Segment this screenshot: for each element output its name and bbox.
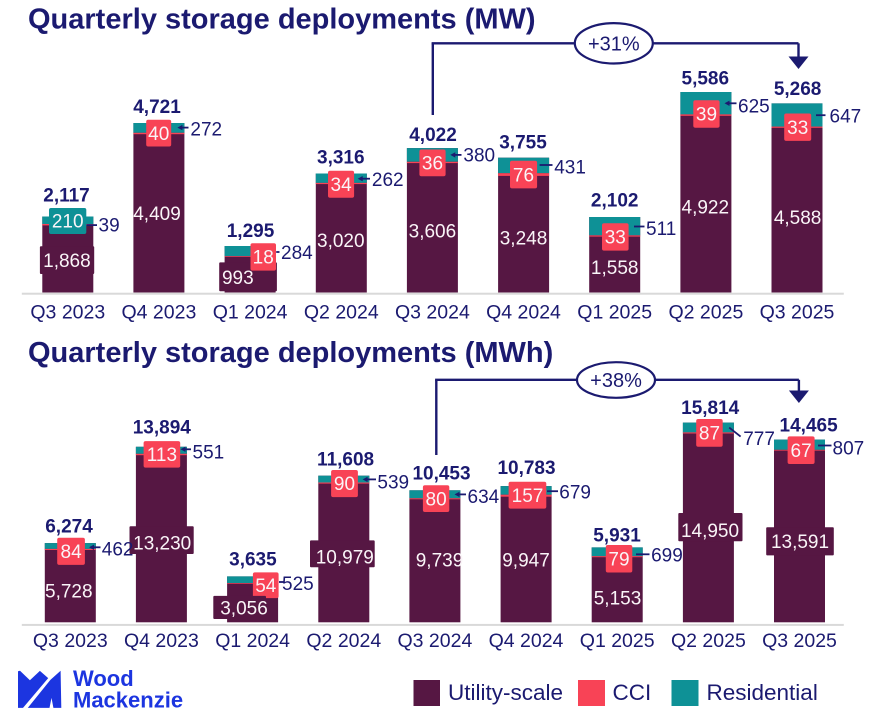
svg-text:2,117: 2,117: [43, 186, 90, 207]
svg-text:Q4 2024: Q4 2024: [486, 302, 561, 324]
svg-text:Q1 2025: Q1 2025: [580, 630, 655, 652]
svg-text:10,783: 10,783: [497, 458, 555, 479]
svg-text:3,635: 3,635: [229, 550, 277, 571]
svg-text:699: 699: [651, 546, 683, 567]
svg-text:551: 551: [193, 443, 225, 464]
svg-text:Q1 2024: Q1 2024: [215, 630, 290, 652]
svg-text:39: 39: [696, 105, 717, 126]
svg-text:525: 525: [282, 574, 314, 595]
svg-text:Quarterly storage deployments: Quarterly storage deployments (MWh): [28, 337, 553, 369]
svg-text:3,020: 3,020: [317, 231, 365, 252]
svg-text:210: 210: [52, 212, 84, 233]
svg-text:Q2 2025: Q2 2025: [671, 630, 746, 652]
svg-text:157: 157: [512, 486, 544, 507]
svg-text:6,274: 6,274: [45, 517, 93, 538]
svg-text:113: 113: [147, 445, 177, 466]
svg-text:Q1 2025: Q1 2025: [577, 302, 652, 324]
svg-text:87: 87: [699, 424, 720, 445]
svg-text:1,558: 1,558: [591, 258, 639, 279]
svg-text:40: 40: [148, 124, 169, 145]
svg-text:14,950: 14,950: [681, 521, 739, 542]
svg-text:Q4 2023: Q4 2023: [124, 630, 199, 652]
svg-text:Q3 2025: Q3 2025: [762, 630, 837, 652]
svg-text:807: 807: [833, 439, 865, 460]
svg-text:Wood: Wood: [73, 666, 134, 691]
svg-text:Q1 2024: Q1 2024: [213, 302, 288, 324]
svg-text:4,022: 4,022: [409, 125, 457, 146]
svg-text:634: 634: [468, 487, 500, 508]
svg-text:679: 679: [559, 483, 591, 504]
svg-text:4,922: 4,922: [682, 198, 730, 219]
svg-text:3,056: 3,056: [220, 598, 268, 619]
svg-text:39: 39: [99, 215, 120, 236]
svg-text:Q3 2024: Q3 2024: [395, 302, 470, 324]
svg-text:4,409: 4,409: [133, 204, 181, 225]
svg-text:34: 34: [331, 175, 353, 196]
svg-text:5,153: 5,153: [594, 589, 642, 610]
svg-text:284: 284: [281, 243, 313, 264]
svg-text:79: 79: [608, 550, 629, 571]
svg-text:625: 625: [738, 97, 770, 118]
svg-text:4,588: 4,588: [774, 208, 822, 229]
svg-text:Q3 2023: Q3 2023: [30, 302, 105, 324]
svg-text:993: 993: [222, 268, 254, 289]
svg-text:14,465: 14,465: [780, 416, 839, 437]
svg-text:Q4 2023: Q4 2023: [121, 302, 196, 324]
svg-text:3,248: 3,248: [500, 229, 548, 250]
svg-text:10,979: 10,979: [316, 547, 374, 568]
svg-text:3,755: 3,755: [499, 133, 547, 154]
svg-text:Q3 2024: Q3 2024: [397, 630, 472, 652]
svg-text:67: 67: [791, 441, 812, 462]
svg-text:462: 462: [102, 540, 134, 561]
svg-text:36: 36: [422, 154, 443, 175]
svg-text:33: 33: [605, 228, 626, 249]
svg-text:13,894: 13,894: [133, 418, 192, 439]
svg-text:5,931: 5,931: [593, 526, 641, 547]
svg-text:539: 539: [377, 473, 409, 494]
svg-text:76: 76: [513, 165, 534, 186]
svg-text:3,316: 3,316: [317, 148, 365, 169]
svg-text:+31%: +31%: [588, 33, 640, 55]
svg-text:Residential: Residential: [707, 680, 818, 705]
svg-text:15,814: 15,814: [681, 398, 740, 419]
svg-text:10,453: 10,453: [412, 464, 470, 485]
svg-text:5,586: 5,586: [682, 69, 730, 90]
svg-text:262: 262: [372, 170, 404, 191]
svg-text:54: 54: [255, 576, 277, 597]
svg-text:18: 18: [253, 248, 274, 269]
svg-text:80: 80: [426, 489, 447, 510]
svg-text:5,728: 5,728: [45, 582, 93, 603]
svg-text:Q4 2024: Q4 2024: [489, 630, 564, 652]
svg-text:272: 272: [190, 119, 222, 140]
svg-text:4,721: 4,721: [133, 97, 181, 118]
svg-text:Quarterly storage deployments: Quarterly storage deployments (MW): [28, 4, 536, 36]
svg-text:+38%: +38%: [590, 370, 642, 392]
svg-text:84: 84: [61, 542, 83, 563]
svg-text:Q2 2024: Q2 2024: [304, 302, 379, 324]
svg-text:647: 647: [830, 106, 862, 127]
svg-text:511: 511: [646, 219, 676, 240]
svg-text:5,268: 5,268: [774, 79, 822, 100]
svg-text:11,608: 11,608: [317, 449, 374, 470]
svg-text:33: 33: [787, 118, 808, 139]
svg-text:1,295: 1,295: [227, 221, 275, 242]
svg-text:1,868: 1,868: [43, 251, 91, 272]
svg-text:777: 777: [743, 429, 775, 450]
svg-text:9,947: 9,947: [502, 550, 550, 571]
svg-text:CCI: CCI: [613, 680, 652, 705]
svg-text:380: 380: [463, 146, 495, 167]
svg-text:3,606: 3,606: [409, 222, 457, 243]
svg-text:Utility-scale: Utility-scale: [448, 680, 563, 705]
svg-text:9,739: 9,739: [416, 550, 464, 571]
svg-text:Q2 2024: Q2 2024: [306, 630, 381, 652]
svg-text:Mackenzie: Mackenzie: [73, 688, 183, 713]
svg-text:2,102: 2,102: [591, 190, 639, 211]
svg-text:13,591: 13,591: [771, 532, 829, 553]
svg-text:Q2 2025: Q2 2025: [668, 302, 743, 324]
svg-text:Q3 2023: Q3 2023: [33, 630, 108, 652]
svg-text:Q3 2025: Q3 2025: [760, 302, 835, 324]
svg-text:431: 431: [554, 158, 586, 179]
svg-text:13,230: 13,230: [133, 534, 191, 555]
svg-text:90: 90: [334, 474, 355, 495]
